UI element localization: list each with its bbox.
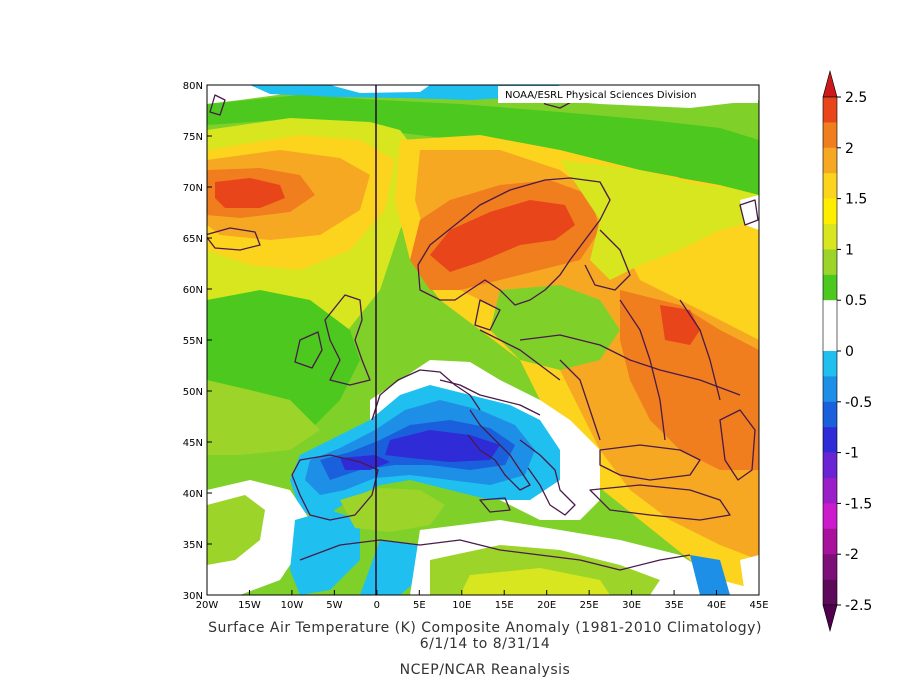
colorbar-swatch (823, 147, 837, 174)
colorbar-swatch (823, 249, 837, 276)
lat-tick-label: 60N (183, 285, 203, 296)
colorbar-label: -2.5 (845, 598, 872, 614)
lon-tick-label: 10W (281, 600, 304, 611)
lon-tick-label: 30E (622, 600, 641, 611)
credit-text: NOAA/ESRL Physical Sciences Division (505, 90, 697, 101)
lat-tick-label: 80N (183, 81, 203, 92)
lon-tick-label: 15E (495, 600, 514, 611)
colorbar-label: -0.5 (845, 395, 872, 411)
longitude-axis: 20W 15W 10W 5W 0 5E 10E 15E 20E 25E 30E 35E 40E 45E (196, 590, 769, 611)
lat-tick-label: 75N (183, 132, 203, 143)
lon-tick-label: 5E (413, 600, 426, 611)
colorbar-label: 0.5 (845, 293, 867, 309)
lat-tick-label: 50N (183, 387, 203, 398)
colorbar-swatch (823, 528, 837, 555)
map-title-line3: NCEP/NCAR Reanalysis (399, 662, 571, 678)
colorbar-swatch (823, 173, 837, 199)
lon-tick-label: 25E (580, 600, 599, 611)
lon-tick-label: 35E (665, 600, 684, 611)
colorbar-swatch (823, 427, 837, 453)
colorbar-label: 2.5 (845, 90, 867, 106)
colorbar-top-arrow (822, 69, 838, 98)
lon-tick-label: 10E (452, 600, 471, 611)
colorbar-swatch (823, 274, 837, 301)
temperature-anomaly-field (207, 85, 759, 595)
colorbar-swatch (823, 579, 837, 606)
colorbar-label: -1.5 (845, 496, 872, 512)
lat-tick-label: 30N (183, 591, 203, 602)
credit-box (498, 86, 758, 103)
colorbar-swatch (823, 97, 837, 123)
lat-tick-label: 35N (183, 540, 203, 551)
colorbar-label: 1.5 (845, 192, 867, 208)
colorbar-swatch (823, 554, 837, 580)
colorbar-swatch (823, 198, 837, 225)
colorbar-swatch (823, 224, 837, 250)
latitude-axis: 80N 75N 70N 65N 60N 55N 50N 45N 40N 35N 30N (183, 81, 212, 602)
lon-tick-label: 15W (238, 600, 261, 611)
lat-tick-label: 40N (183, 489, 203, 500)
colorbar-swatch (823, 478, 837, 504)
colorbar-label: -1 (845, 446, 859, 462)
lat-tick-label: 70N (183, 183, 203, 194)
colorbar-swatch (823, 503, 837, 530)
colorbar-swatch (823, 122, 837, 149)
lon-tick-label: 20W (196, 600, 219, 611)
lon-tick-label: 0 (374, 600, 380, 611)
map-title-line1: Surface Air Temperature (K) Composite An… (208, 620, 762, 636)
lon-tick-label: 5W (326, 600, 342, 611)
lat-tick-label: 45N (183, 438, 203, 449)
lon-tick-label: 40E (707, 600, 726, 611)
colorbar-swatch (823, 376, 837, 403)
colorbar-swatch (823, 325, 837, 352)
colorbar-label: 1 (845, 242, 854, 258)
colorbar-swatch (823, 300, 837, 326)
lat-tick-label: 55N (183, 336, 203, 347)
lat-tick-label: 65N (183, 234, 203, 245)
colorbar: 2.5 2 1.5 1 0.5 0 -0.5 -1 -1.5 -2 -2.5 (822, 69, 872, 633)
colorbar-label: -2 (845, 547, 859, 563)
map-title-line2: 6/1/14 to 8/31/14 (419, 636, 551, 652)
lon-tick-label: 45E (749, 600, 768, 611)
colorbar-swatch (823, 452, 837, 479)
lon-tick-label: 20E (537, 600, 556, 611)
colorbar-label: 0 (845, 344, 854, 360)
colorbar-swatch (823, 401, 837, 428)
colorbar-bottom-arrow (822, 604, 838, 633)
colorbar-swatch (823, 351, 837, 377)
colorbar-label: 2 (845, 141, 854, 157)
